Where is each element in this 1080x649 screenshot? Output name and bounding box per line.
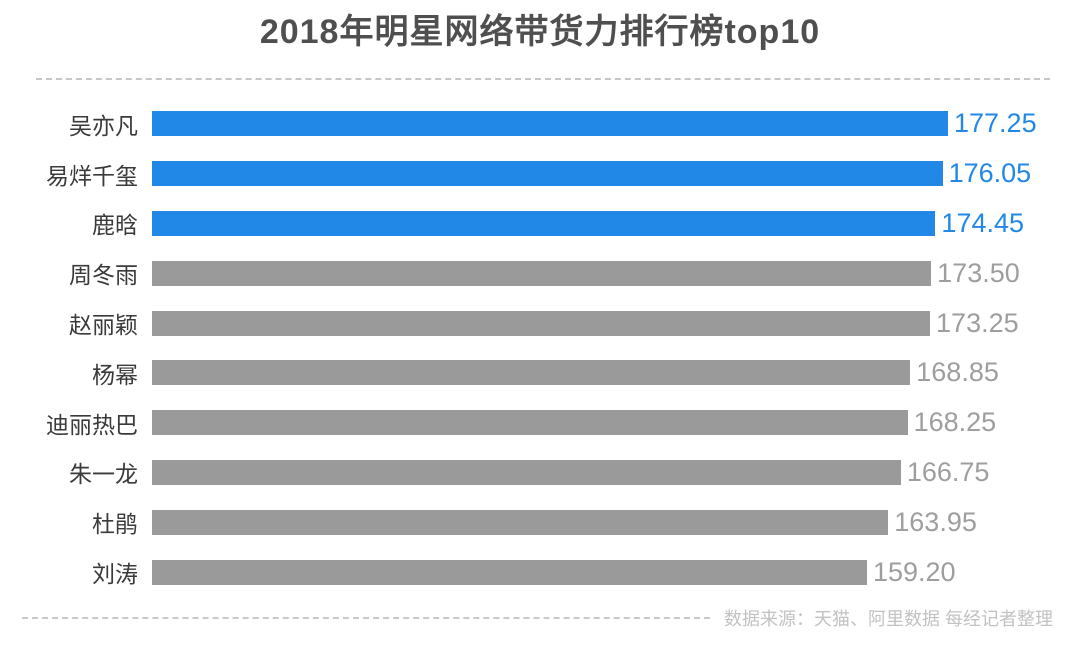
bar [152,111,948,137]
bar-value-label: 159.20 [872,556,956,587]
bar-value-label: 173.50 [937,257,1020,288]
bar-track: 166.75 [152,456,1080,487]
bar [152,260,932,286]
bar [152,210,936,236]
bar [152,360,911,386]
bar-category-label: 朱一龙 [69,461,138,488]
bar-category-label: 刘涛 [92,561,138,588]
bar-category-label: 杜鹃 [92,511,138,538]
bar-row: 刘涛 159.20 [0,547,1080,597]
bar-category-label: 赵丽颖 [69,312,138,339]
bar-track: 174.45 [152,207,1080,238]
bar-row: 周冬雨 173.50 [0,248,1080,298]
bar [152,410,908,436]
top-dashed-divider [36,78,1050,80]
bar-row: 吴亦凡 177.25 [0,99,1080,149]
bar-value-label: 173.25 [936,307,1019,338]
bar-value-label: 166.75 [906,456,990,487]
bar-track: 168.85 [152,357,1080,388]
bar [152,459,901,485]
bar-row: 杜鹃 163.95 [0,497,1080,547]
bar-track: 173.25 [152,307,1080,338]
bar-value-label: 168.25 [913,407,997,438]
bar-value-label: 168.85 [916,357,999,388]
bar-category-label: 吴亦凡 [69,112,138,139]
bar-track: 176.05 [152,158,1080,189]
bar-track: 159.20 [152,556,1080,587]
bar-category-label: 鹿晗 [92,212,138,239]
bar-value-label: 177.25 [954,108,1037,139]
chart-title: 2018年明星网络带货力排行榜top10 [259,13,821,51]
bar [152,509,889,535]
source-note: 数据来源：天猫、阿里数据 每经记者整理 [724,609,1053,629]
bar-row: 迪丽热巴 168.25 [0,398,1080,448]
bar-track: 163.95 [152,506,1080,537]
bar-category-label: 杨幂 [92,361,138,388]
bar-row: 朱一龙 166.75 [0,448,1080,498]
bar-row: 易烊千玺 176.05 [0,149,1080,199]
bar-category-label: 周冬雨 [69,262,138,289]
footer: 数据来源：天猫、阿里数据 每经记者整理 [22,605,1053,631]
bar-row: 杨幂 168.85 [0,348,1080,398]
bar [152,310,931,336]
bottom-dashed-divider [22,617,710,619]
bar [152,161,943,187]
bar-value-label: 174.45 [941,207,1025,238]
bar-value-label: 176.05 [948,158,1032,189]
bar-category-label: 易烊千玺 [46,162,138,189]
bar-value-label: 163.95 [894,506,977,537]
bar [152,559,867,585]
bar-category-label: 迪丽热巴 [46,411,138,438]
bar-track: 173.50 [152,257,1080,288]
bar-track: 177.25 [152,108,1080,139]
bar-track: 168.25 [152,407,1080,438]
bar-row: 鹿晗 174.45 [0,199,1080,249]
bar-chart: 吴亦凡 177.25 易烊千玺 176.05 鹿晗 174.45 周冬雨 173… [0,99,1080,597]
bar-row: 赵丽颖 173.25 [0,298,1080,348]
